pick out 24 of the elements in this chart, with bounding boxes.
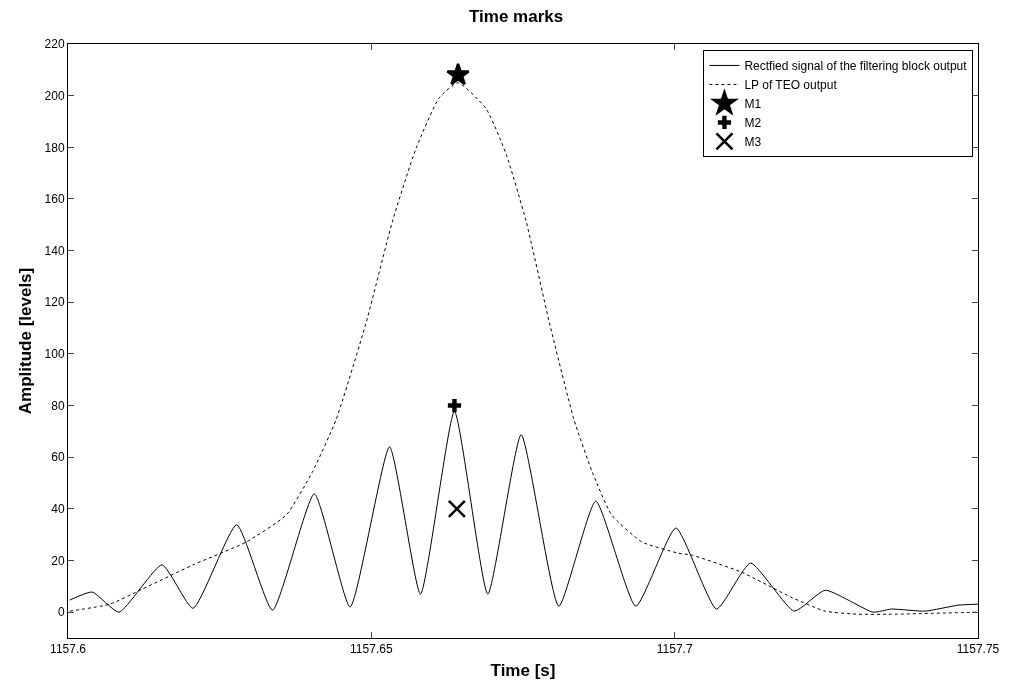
- y-axis-title: Amplitude [levels]: [16, 267, 36, 415]
- y-tick-label: 220: [44, 37, 65, 52]
- y-tick-label: 0: [57, 605, 65, 620]
- y-tick-label: 120: [44, 295, 65, 310]
- y-tick-label: 80: [51, 398, 65, 413]
- y-tick-label: 200: [44, 88, 65, 103]
- x-tick-label: 1157.6: [50, 642, 87, 657]
- legend-label: Rectfied signal of the filtering block output: [744, 59, 968, 74]
- legend-label: M1: [744, 97, 762, 112]
- y-tick-label: 180: [44, 140, 65, 155]
- y-tick-label: 160: [44, 192, 65, 207]
- y-tick-label: 20: [51, 553, 65, 568]
- y-tick-label: 140: [44, 243, 65, 258]
- legend-label: M2: [744, 116, 762, 131]
- y-tick-label: 40: [51, 502, 65, 517]
- y-tick-label: 100: [44, 347, 65, 362]
- x-axis-title: Time [s]: [490, 660, 556, 680]
- x-tick-label: 1157.7: [656, 642, 693, 657]
- x-tick-label: 1157.75: [956, 642, 1000, 657]
- y-tick-label: 60: [51, 450, 65, 465]
- legend-label: M3: [744, 135, 762, 150]
- x-tick-label: 1157.65: [350, 642, 393, 657]
- legend-label: LP of TEO output: [744, 78, 838, 93]
- chart-title: Time marks: [469, 7, 564, 27]
